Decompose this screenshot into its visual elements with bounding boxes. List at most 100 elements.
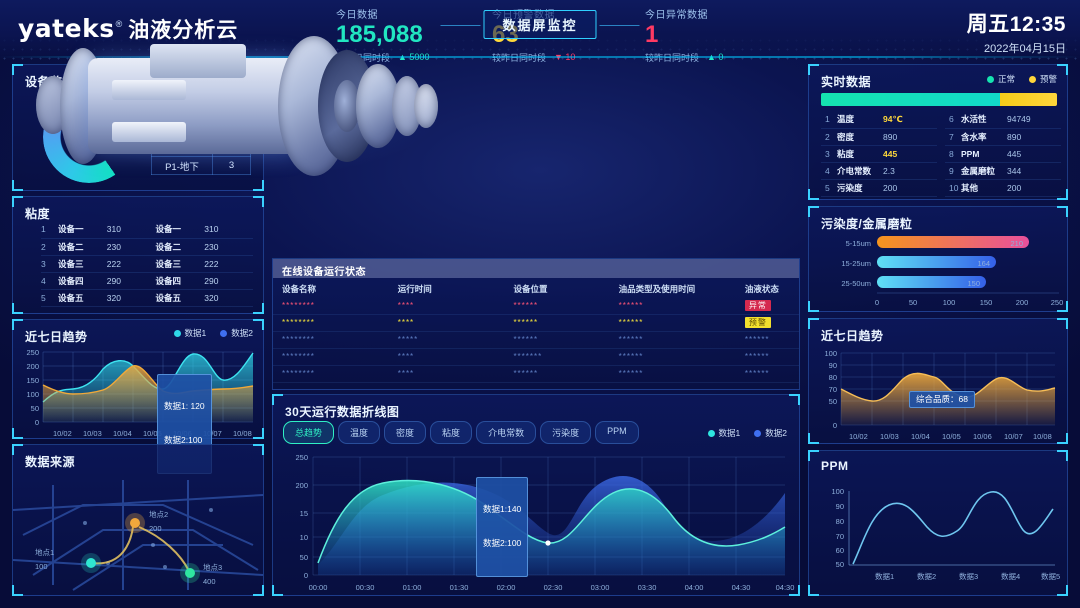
cell-oil: ******: [609, 331, 736, 349]
kpi-today-abnormal: 今日异常数据 1 较昨日同时段 ▲ 0: [645, 6, 723, 64]
table-row[interactable]: 6 水活性 94749: [945, 111, 1061, 129]
table-row[interactable]: P1-地下 3: [151, 156, 251, 175]
corner-decor: [253, 303, 264, 314]
corner-decor: [12, 585, 23, 596]
table-row[interactable]: 4 介电常数 2.3: [821, 162, 937, 180]
table-row[interactable]: 7 含水率 890: [945, 128, 1061, 146]
svg-text:100: 100: [35, 562, 48, 571]
table-row[interactable]: 3 粘度 445: [821, 145, 937, 163]
legend-dot-icon: [986, 75, 994, 83]
logo: yateks ® 油液分析云: [18, 14, 238, 44]
tab-total-trend[interactable]: 总趋势: [283, 421, 335, 444]
corner-decor: [253, 444, 264, 455]
corner-decor: [1057, 433, 1068, 444]
table-row[interactable]: ******** **** ****** ****** 异常: [273, 297, 799, 315]
table-row[interactable]: 5 污染度 200: [821, 179, 937, 197]
chart-annotation: 综合品质：68: [909, 391, 975, 409]
svg-text:200: 200: [295, 481, 308, 490]
row-index: 1: [821, 111, 837, 129]
column-header: 运行时间: [397, 283, 432, 294]
svg-text:10/03: 10/03: [83, 429, 102, 438]
panel-ppm: PPM 100 90 80 70 60 50 数据1 数据2 数据3 数据4 数据5: [808, 450, 1068, 596]
cell-position: *******: [504, 348, 610, 366]
table-row[interactable]: 10 其他 200: [945, 179, 1061, 197]
table-row[interactable]: 3 设备三 222 设备三 222: [41, 255, 253, 273]
cell-device-name: ********: [273, 365, 389, 383]
legend-label: 数据1: [184, 328, 207, 338]
tab-temperature[interactable]: 温度: [338, 421, 381, 444]
legend-item[interactable]: 数据2: [220, 327, 253, 339]
column-header: 设备名称: [282, 283, 317, 294]
table-row[interactable]: 2 密度 890: [821, 128, 937, 146]
table-row[interactable]: 5 设备五 320 设备五 320: [41, 289, 253, 307]
kpi-value: 185,088: [336, 21, 423, 48]
equipment-value: 222: [204, 255, 253, 273]
corner-decor: [808, 301, 819, 312]
table-row[interactable]: ******** **** ******* ****** ******: [273, 348, 799, 366]
row-index: 9: [945, 162, 961, 180]
panel-title: 近七日趋势: [821, 329, 884, 343]
tab-ppm[interactable]: PPM: [595, 421, 639, 444]
table-row[interactable]: 4 设备四 290 设备四 290: [41, 272, 253, 290]
svg-text:02:00: 02:00: [497, 583, 516, 592]
table-row[interactable]: 8 PPM 445: [945, 145, 1061, 163]
corner-decor: [1057, 189, 1068, 200]
metric-value: 200: [883, 179, 937, 197]
metric-value: 445: [1007, 145, 1061, 163]
row-index: 4: [821, 162, 837, 180]
machine-hub: [334, 80, 360, 132]
corner-decor: [808, 585, 819, 596]
tab-pollution[interactable]: 污染度: [540, 421, 592, 444]
tab-viscosity[interactable]: 粘度: [430, 421, 473, 444]
legend-label: 数据1: [718, 428, 741, 438]
corner-decor: [1057, 450, 1068, 461]
cell-oil: ******: [609, 348, 736, 366]
table-row[interactable]: 2 设备二 230 设备二 230: [41, 238, 253, 256]
cell-state: ******: [735, 348, 799, 366]
legend-item-normal[interactable]: 正常: [986, 73, 1015, 85]
table-row[interactable]: 1 设备一 310 设备一 310: [41, 221, 253, 239]
svg-text:50: 50: [909, 298, 917, 307]
svg-text:00:00: 00:00: [309, 583, 328, 592]
svg-text:10/03: 10/03: [880, 432, 899, 441]
cell-oil: ******: [609, 314, 736, 332]
svg-text:0: 0: [304, 571, 308, 580]
svg-text:04:30: 04:30: [776, 583, 795, 592]
corner-decor: [12, 444, 23, 455]
corner-decor: [808, 189, 819, 200]
tooltip-line-1: 数据1: 120: [164, 400, 205, 411]
table-row[interactable]: ******** ***** ****** ****** ******: [273, 331, 799, 349]
svg-text:01:00: 01:00: [403, 583, 422, 592]
table-row[interactable]: 9 金属磨粒 344: [945, 162, 1061, 180]
ppm-line-chart: 100 90 80 70 60 50 数据1 数据2 数据3 数据4 数据5: [831, 487, 1060, 581]
cell-state: 预警: [735, 314, 799, 332]
corner-decor: [12, 428, 23, 439]
corner-decor: [808, 64, 819, 75]
legend-item[interactable]: 数据1: [707, 427, 741, 439]
bar-segment-normal: [821, 93, 1001, 106]
corner-decor: [1057, 585, 1068, 596]
metric-name: 粘度: [837, 145, 883, 163]
cell-runtime: ****: [388, 314, 505, 332]
equipment-value: 222: [106, 255, 156, 273]
table-row[interactable]: ******** **** ****** ****** 预警: [273, 314, 799, 332]
legend-item-warning[interactable]: 预警: [1028, 73, 1057, 85]
tab-dielectric[interactable]: 介电常数: [476, 421, 537, 444]
equipment-value: 230: [204, 238, 253, 256]
cell-position: ******: [504, 331, 610, 349]
equipment-name: 设备二: [58, 238, 107, 256]
row-index: 3: [41, 255, 59, 273]
svg-text:200: 200: [149, 524, 162, 533]
table-row[interactable]: 1 温度 94℃: [821, 111, 937, 129]
tooltip-line-1: 数据1:140: [483, 503, 522, 514]
legend-item[interactable]: 数据2: [754, 427, 787, 439]
legend-item[interactable]: 数据1: [173, 327, 207, 339]
cell-runtime: ****: [388, 365, 505, 383]
tooltip-line-2: 数据2:100: [164, 435, 203, 446]
table-row[interactable]: ******** **** ****** ****** ******: [273, 365, 799, 383]
map-canvas[interactable]: 地点1 100 地点2 200 地点3 400: [13, 475, 265, 593]
clock-date: 2022年04月15日: [984, 43, 1066, 55]
corner-decor: [808, 318, 819, 329]
clock: 周五12:35 2022年04月15日: [967, 8, 1066, 56]
tab-density[interactable]: 密度: [384, 421, 427, 444]
